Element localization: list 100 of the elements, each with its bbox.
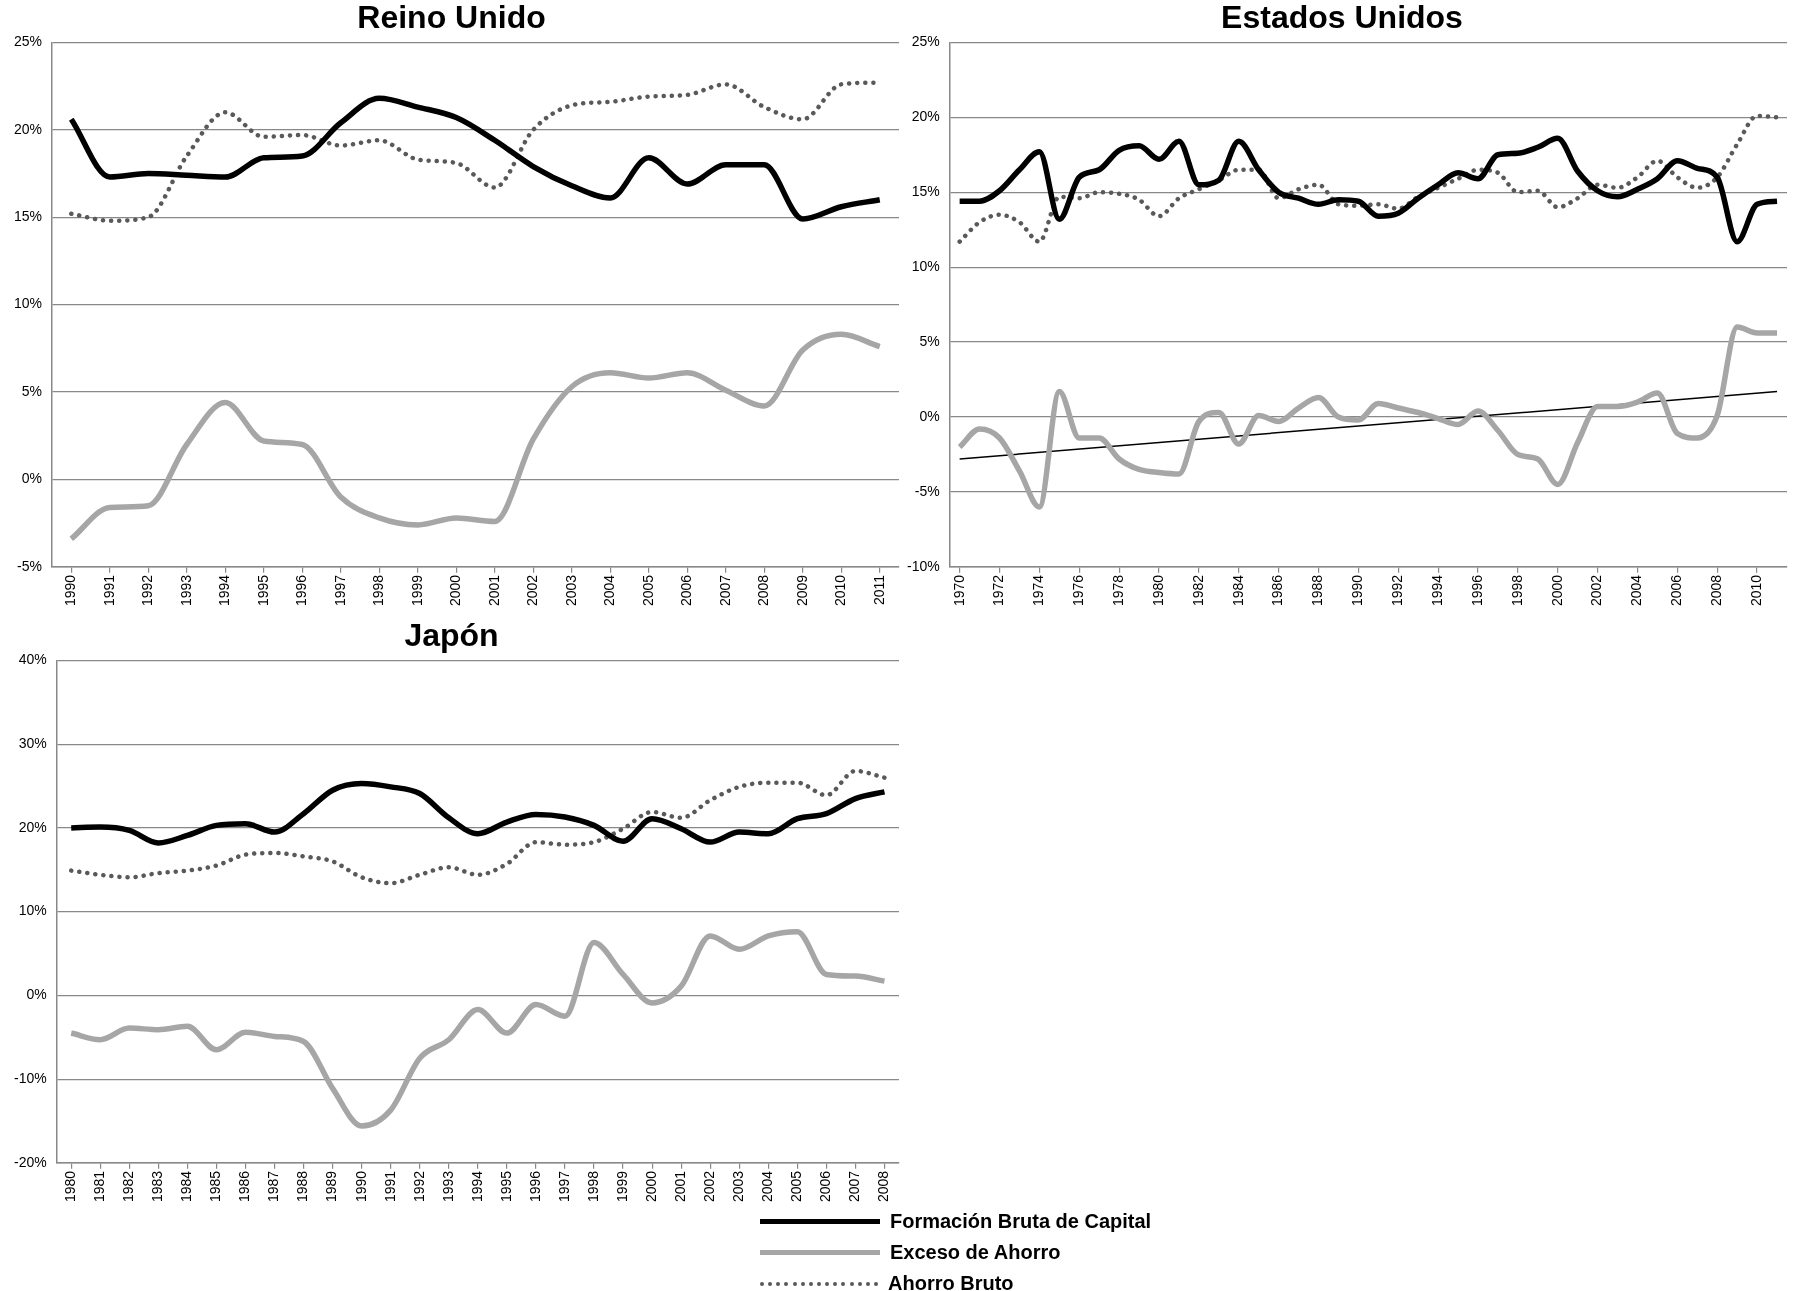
y-tick-label: 25% xyxy=(13,33,43,50)
x-tick-label: 2000 xyxy=(1548,574,1565,607)
legend-label: Exceso de Ahorro xyxy=(890,1241,1061,1264)
x-tick-label: 1994 xyxy=(468,1170,485,1203)
x-tick-label: 2006 xyxy=(817,1170,834,1203)
x-tick-label: 2004 xyxy=(601,574,618,607)
x-tick-label: 1996 xyxy=(526,1170,543,1203)
y-tick-label: 15% xyxy=(911,183,940,200)
x-tick-label: 1996 xyxy=(293,574,310,607)
x-tick-label: 1970 xyxy=(950,574,967,607)
y-tick-label: 25% xyxy=(911,33,940,50)
x-tick-label: 1980 xyxy=(1149,574,1166,607)
x-tick-label: 1982 xyxy=(120,1170,137,1203)
x-tick-label: 2005 xyxy=(788,1170,805,1203)
x-tick-label: 2003 xyxy=(562,574,579,607)
x-tick-label: 1990 xyxy=(352,1170,369,1203)
x-tick-label: 1996 xyxy=(1468,574,1485,607)
x-tick-label: 1978 xyxy=(1110,574,1126,607)
x-tick-label: 1991 xyxy=(100,574,117,607)
y-tick-label: -5% xyxy=(17,557,43,574)
x-tick-label: 2003 xyxy=(730,1170,747,1203)
x-tick-label: 1997 xyxy=(555,1170,572,1203)
chart-title: Estados Unidos xyxy=(1221,0,1463,36)
x-tick-label: 1974 xyxy=(1030,574,1047,607)
x-tick-label: 1990 xyxy=(62,574,79,607)
x-tick-label: 1972 xyxy=(990,574,1007,607)
x-tick-label: 2002 xyxy=(524,574,541,607)
x-tick-label: 1997 xyxy=(331,574,348,607)
y-tick-label: -10% xyxy=(907,557,940,574)
x-tick-label: 2004 xyxy=(1628,574,1645,607)
x-tick-label: 1986 xyxy=(1269,574,1286,607)
x-tick-label: 2001 xyxy=(672,1170,689,1203)
y-tick-label: 10% xyxy=(13,295,43,312)
line-series xyxy=(68,768,887,886)
y-tick-label: -10% xyxy=(14,1069,47,1086)
x-tick-label: 1992 xyxy=(410,1170,427,1203)
x-tick-label: 1987 xyxy=(265,1170,282,1203)
y-tick-label: -20% xyxy=(14,1153,47,1170)
y-tick-label: 10% xyxy=(18,902,47,919)
y-tick-label: 0% xyxy=(21,470,43,487)
x-tick-label: 1998 xyxy=(584,1170,601,1203)
x-tick-label: 1995 xyxy=(497,1170,514,1203)
x-tick-label: 1992 xyxy=(139,574,156,607)
x-tick-label: 2011 xyxy=(870,574,887,605)
x-tick-label: 1976 xyxy=(1070,574,1087,607)
y-tick-label: 15% xyxy=(13,208,43,225)
x-tick-label: 2010 xyxy=(1747,574,1764,607)
y-tick-label: 5% xyxy=(919,332,940,349)
x-tick-label: 2007 xyxy=(716,574,733,607)
x-tick-label: 2002 xyxy=(1588,574,1605,607)
x-tick-label: 1990 xyxy=(1349,574,1366,607)
x-tick-label: 1981 xyxy=(91,1170,108,1203)
x-tick-label: 1988 xyxy=(294,1170,311,1203)
x-tick-label: 1994 xyxy=(1428,574,1445,607)
y-tick-label: 30% xyxy=(18,735,47,751)
legend-label: Formación Bruta de Capital xyxy=(890,1210,1152,1233)
x-tick-label: 1993 xyxy=(177,574,194,607)
y-tick-label: 5% xyxy=(21,382,43,399)
y-tick-label: 20% xyxy=(13,120,43,137)
x-tick-label: 1998 xyxy=(370,574,387,607)
x-tick-label: 2002 xyxy=(701,1170,718,1203)
x-tick-label: 1985 xyxy=(207,1170,224,1203)
x-tick-label: 1999 xyxy=(408,574,425,607)
x-tick-label: 1993 xyxy=(439,1170,456,1203)
x-tick-label: 1991 xyxy=(381,1170,398,1203)
x-tick-label: 1988 xyxy=(1309,574,1326,607)
x-tick-label: 1982 xyxy=(1189,574,1206,607)
x-tick-label: 1999 xyxy=(613,1170,630,1203)
chart-title: Japón xyxy=(404,617,499,654)
chart-title: Reino Unido xyxy=(357,0,546,36)
legend-label: Ahorro Bruto xyxy=(888,1272,1014,1291)
x-tick-label: 2000 xyxy=(447,574,464,607)
y-tick-label: -5% xyxy=(914,482,940,499)
x-tick-label: 2006 xyxy=(1668,574,1685,607)
y-tick-label: 40% xyxy=(18,651,47,668)
x-tick-label: 2004 xyxy=(759,1170,776,1203)
line-series xyxy=(957,113,1780,244)
x-tick-label: 2001 xyxy=(485,574,502,607)
x-tick-label: 1980 xyxy=(62,1170,79,1203)
y-tick-label: 20% xyxy=(18,818,47,835)
x-tick-label: 2006 xyxy=(678,574,695,607)
x-tick-label: 2007 xyxy=(846,1170,863,1203)
y-tick-label: 20% xyxy=(911,108,940,125)
x-tick-label: 2008 xyxy=(1708,574,1725,607)
x-tick-label: 1994 xyxy=(216,574,233,607)
x-tick-label: 2008 xyxy=(875,1170,892,1203)
y-tick-label: 0% xyxy=(26,986,47,1003)
y-tick-label: 10% xyxy=(911,258,940,275)
x-tick-label: 2010 xyxy=(832,574,849,607)
x-tick-label: 2000 xyxy=(642,1170,659,1203)
x-tick-label: 1998 xyxy=(1508,574,1525,607)
x-tick-label: 1989 xyxy=(323,1170,340,1203)
x-tick-label: 2005 xyxy=(639,574,656,607)
x-tick-label: 1984 xyxy=(1229,574,1246,607)
x-tick-label: 2009 xyxy=(793,574,810,607)
y-tick-label: 0% xyxy=(919,407,940,424)
x-tick-label: 1995 xyxy=(254,574,271,607)
x-tick-label: 1983 xyxy=(149,1170,166,1203)
x-tick-label: 1986 xyxy=(236,1170,253,1203)
x-tick-label: 2008 xyxy=(755,574,772,607)
